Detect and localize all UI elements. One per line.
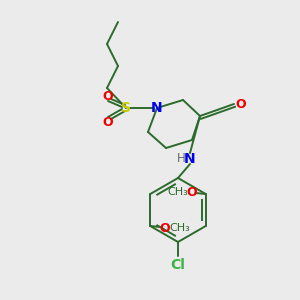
Text: O: O [103,89,113,103]
Text: O: O [186,185,197,199]
Text: H: H [177,152,185,166]
Text: Cl: Cl [171,258,185,272]
Text: N: N [151,101,163,115]
Text: S: S [121,101,131,115]
Text: CH₃: CH₃ [167,187,188,197]
Text: O: O [103,116,113,128]
Text: CH₃: CH₃ [169,223,190,233]
Text: O: O [236,98,246,110]
Text: O: O [159,221,169,235]
Text: N: N [184,152,196,166]
